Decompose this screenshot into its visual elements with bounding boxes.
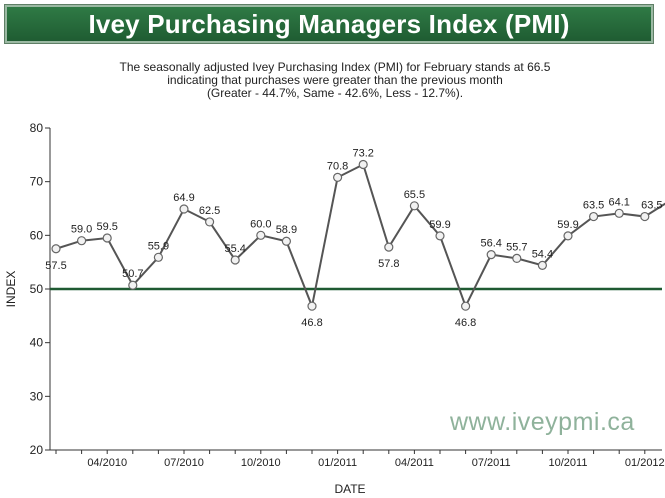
data-point	[128, 280, 138, 290]
data-point	[512, 253, 522, 264]
data-point	[358, 159, 368, 170]
x-tick-label: 01/2012	[625, 457, 665, 469]
data-point	[461, 301, 471, 311]
data-point	[486, 250, 496, 260]
data-point	[333, 172, 343, 182]
data-point	[281, 236, 291, 246]
title-banner: Ivey Purchasing Managers Index (PMI)	[5, 5, 653, 43]
data-point	[409, 201, 419, 211]
data-point	[640, 211, 650, 222]
data-label: 55.4	[224, 243, 245, 255]
x-tick-label: 07/2011	[472, 457, 511, 469]
data-label: 65.5	[404, 189, 425, 201]
data-label: 59.9	[429, 219, 450, 231]
x-tick-label: 07/2010	[164, 457, 204, 469]
data-label: 59.5	[96, 221, 117, 233]
subtitle-line-1: The seasonally adjusted Ivey Purchasing …	[119, 60, 551, 74]
data-label: 46.8	[301, 317, 322, 329]
x-axis-label: DATE	[334, 482, 366, 496]
y-tick-label: 20	[30, 443, 44, 457]
data-point	[614, 208, 624, 218]
data-label: 73.2	[352, 147, 373, 159]
data-label: 64.9	[173, 192, 194, 204]
x-tick-label: 04/2011	[395, 457, 434, 469]
data-point	[384, 242, 394, 252]
data-point	[307, 301, 317, 311]
data-point	[153, 252, 163, 262]
data-label: 62.5	[199, 205, 220, 217]
data-label: 64.1	[608, 196, 629, 208]
data-label: 55.7	[506, 241, 527, 253]
series-line	[55, 163, 665, 310]
data-label: 46.8	[455, 317, 476, 329]
x-tick-label: 10/2011	[549, 457, 588, 469]
data-point	[76, 236, 87, 246]
y-tick-label: 40	[30, 336, 44, 350]
data-point	[179, 204, 189, 214]
data-label: 59.9	[557, 219, 578, 231]
chart-subtitle: The seasonally adjusted Ivey Purchasing …	[80, 61, 590, 100]
data-point	[102, 233, 112, 243]
subtitle-line-2: indicating that purchases were greater t…	[167, 73, 503, 87]
data-label: 63.5	[583, 200, 604, 212]
data-label: 58.9	[276, 224, 297, 236]
y-tick-label: 70	[30, 175, 44, 189]
y-tick-label: 60	[30, 228, 44, 242]
chart-title: Ivey Purchasing Managers Index (PMI)	[88, 8, 570, 39]
data-label: 50.7	[122, 268, 143, 280]
subtitle-line-3: (Greater - 44.7%, Same - 42.6%, Less - 1…	[206, 86, 464, 100]
data-point	[435, 231, 445, 241]
x-tick-label: 04/2010	[87, 457, 127, 469]
data-point	[256, 230, 266, 240]
data-point	[51, 244, 61, 254]
data-label: 56.4	[480, 238, 501, 250]
data-point	[230, 255, 240, 265]
watermark: www.iveypmi.ca	[450, 408, 635, 436]
data-label: 59.0	[71, 224, 92, 236]
data-label: 57.5	[45, 260, 66, 272]
data-label: 70.8	[327, 160, 348, 172]
data-label: 60.0	[250, 218, 271, 230]
x-tick-label: 01/2011	[318, 457, 357, 469]
x-tick-label: 10/2010	[241, 457, 281, 469]
data-label: 63.5	[641, 200, 662, 212]
data-label: 57.8	[378, 258, 399, 270]
y-tick-label: 30	[30, 389, 44, 403]
data-label: 54.4	[532, 248, 553, 260]
data-point	[588, 211, 599, 222]
y-tick-label: 80	[30, 121, 44, 135]
data-label: 55.9	[148, 240, 169, 252]
data-point	[563, 231, 573, 241]
y-tick-label: 50	[30, 282, 44, 296]
data-point	[205, 217, 215, 227]
data-point	[537, 260, 548, 270]
